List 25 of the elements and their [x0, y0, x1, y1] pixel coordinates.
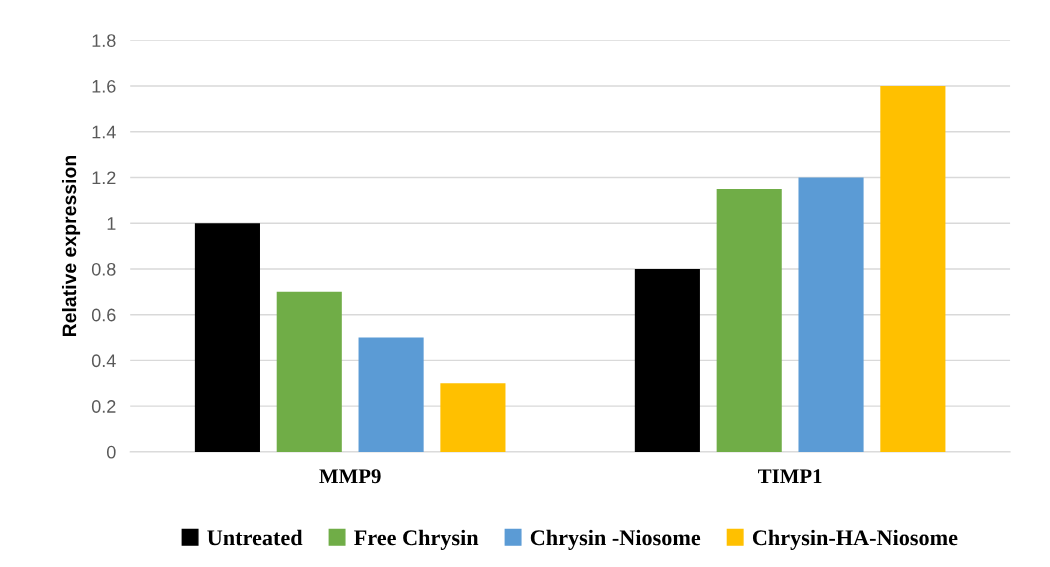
y-tick-label: 0.2	[91, 400, 116, 413]
bar	[440, 383, 506, 452]
y-tick-label: 1.8	[92, 34, 116, 47]
legend-label: Chrysin -Niosome	[530, 529, 701, 550]
y-axis-title: Relative expression	[61, 155, 81, 337]
y-tick-label: 0.8	[91, 262, 116, 276]
legend-label: Free Chrysin	[354, 529, 479, 550]
x-tick-label: TIMP1	[758, 469, 822, 484]
y-tick-label: 1.4	[92, 125, 116, 139]
y-tick-label: 1	[107, 217, 116, 230]
bar	[276, 291, 342, 452]
legend-label: Chrysin-HA-Niosome	[752, 529, 958, 550]
bar	[358, 337, 424, 452]
bar	[880, 86, 946, 452]
bar	[798, 177, 864, 452]
x-tick-label: MMP9	[319, 469, 381, 484]
bar	[716, 188, 782, 452]
y-tick-label: 1.6	[92, 79, 116, 93]
bar	[194, 223, 260, 452]
y-tick-label: 0.6	[91, 308, 116, 322]
legend-label: Untreated	[207, 529, 303, 546]
y-tick-label: 0	[106, 445, 116, 459]
bar	[634, 268, 700, 452]
y-tick-label: 1.2	[92, 171, 116, 185]
y-tick-label: 0.4	[91, 354, 116, 368]
